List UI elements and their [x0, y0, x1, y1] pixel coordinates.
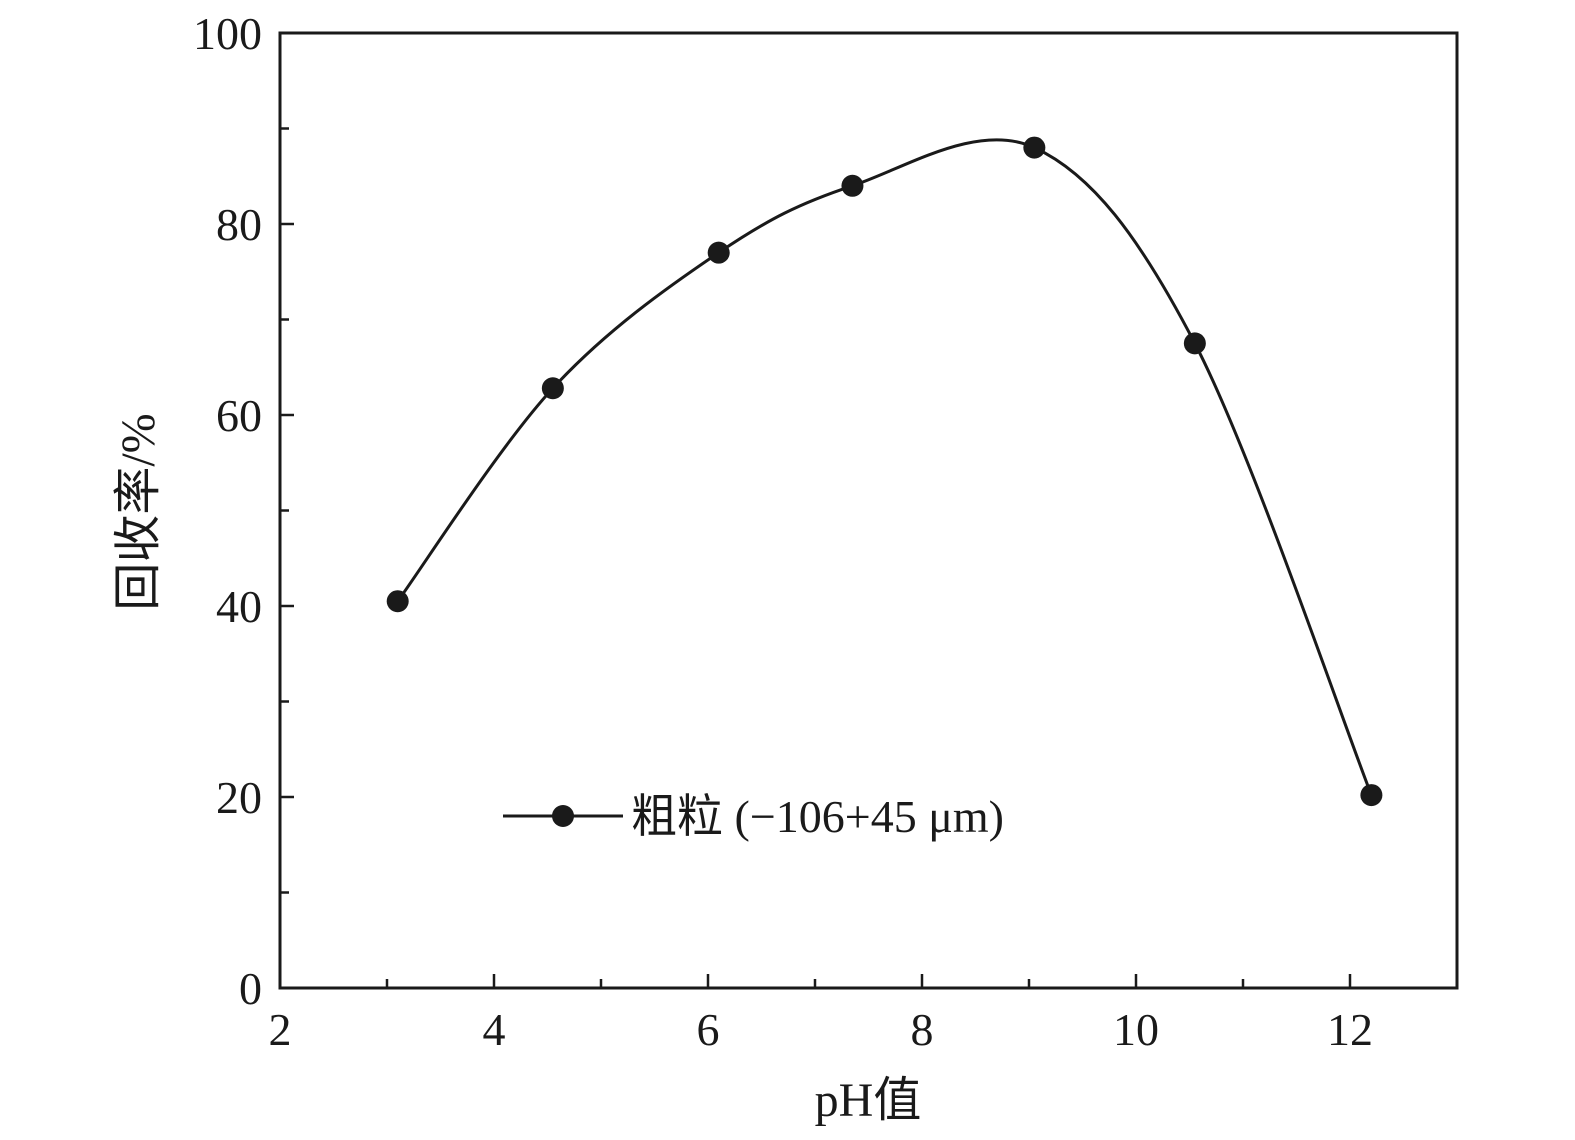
y-tick-label: 60	[216, 390, 262, 441]
x-tick-label: 4	[483, 1004, 506, 1055]
series-line-0	[396, 138, 1373, 796]
x-tick-label: 10	[1113, 1004, 1159, 1055]
data-point	[386, 590, 409, 613]
data-point	[541, 377, 564, 400]
x-tick-label: 8	[911, 1004, 934, 1055]
y-tick-label: 40	[216, 581, 262, 632]
legend-marker-sample	[552, 805, 574, 827]
x-tick-label: 2	[269, 1004, 292, 1055]
data-point	[841, 174, 864, 197]
y-tick-label: 80	[216, 199, 262, 250]
y-tick-label: 0	[239, 963, 262, 1014]
plot-frame	[278, 31, 1459, 990]
x-tick-label: 6	[697, 1004, 720, 1055]
ticks-layer: 2 4 6 8 10 12 0 20 40 60 80 100	[193, 8, 1373, 1055]
x-tick-label: 12	[1327, 1004, 1373, 1055]
data-point	[707, 241, 730, 264]
data-point	[1183, 332, 1206, 355]
x-axis-title: pH值	[815, 1074, 922, 1127]
legend: 粗粒 (−106+45 μm)	[503, 791, 1004, 842]
series-layer	[386, 136, 1383, 807]
axes-layer	[278, 31, 1459, 990]
y-tick-label: 20	[216, 772, 262, 823]
y-tick-label: 100	[193, 8, 262, 59]
y-axis-title: 回收率/%	[112, 413, 165, 610]
data-point	[1023, 136, 1046, 159]
data-point	[1360, 784, 1383, 807]
legend-label: 粗粒 (−106+45 μm)	[631, 791, 1004, 842]
